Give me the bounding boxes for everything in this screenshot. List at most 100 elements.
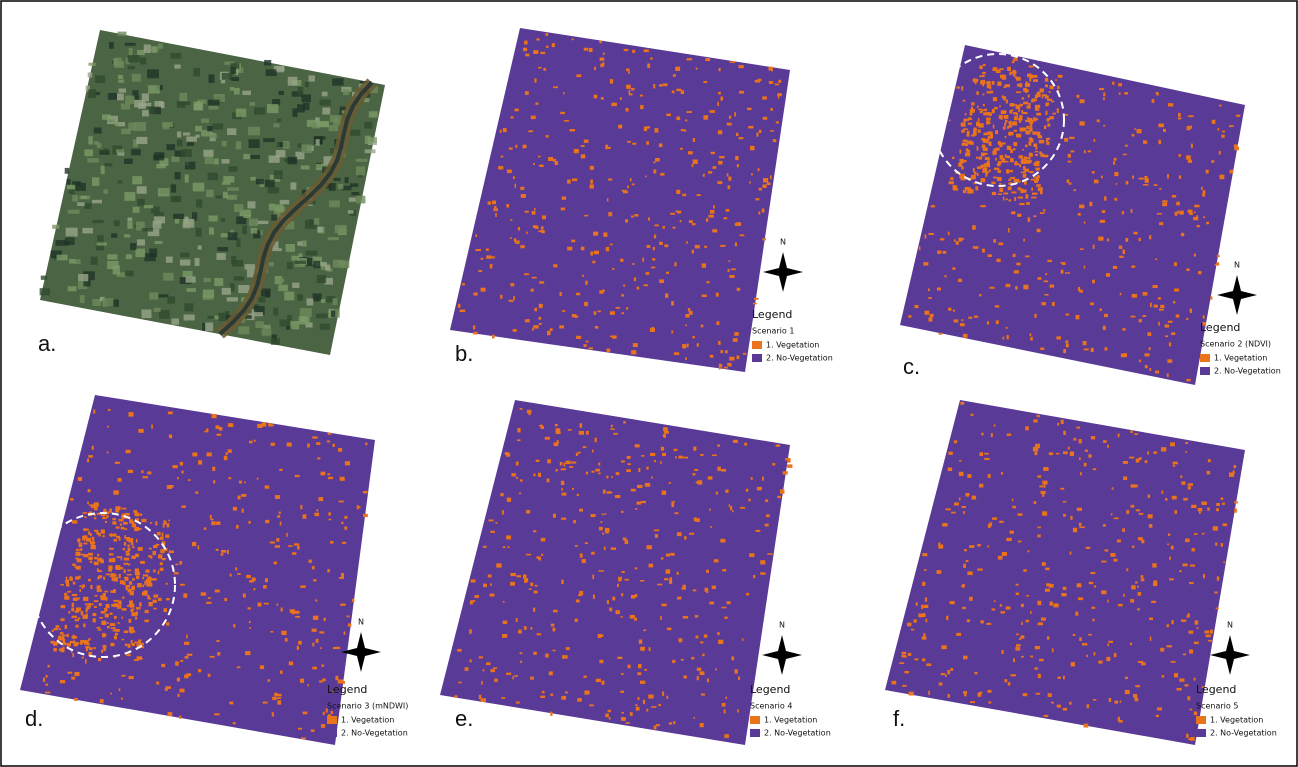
- vegetation-patch: [988, 137, 990, 141]
- vegetation-patch: [121, 508, 126, 510]
- vegetation-patch: [211, 521, 215, 525]
- vegetation-patch: [1010, 103, 1015, 106]
- vegetation-patch: [952, 267, 955, 270]
- vegetation-patch: [1194, 254, 1196, 257]
- vegetation-patch: [999, 183, 1001, 185]
- vegetation-patch: [1022, 97, 1025, 99]
- vegetation-patch: [591, 552, 595, 555]
- vegetation-patch: [763, 117, 768, 120]
- vegetation-patch: [1093, 245, 1095, 249]
- vegetation-patch: [913, 619, 916, 622]
- field-patch: [212, 123, 223, 129]
- field-patch: [365, 149, 376, 153]
- vegetation-patch: [1207, 507, 1209, 510]
- field-patch: [108, 93, 117, 100]
- vegetation-patch: [1060, 262, 1064, 264]
- field-patch: [207, 316, 213, 319]
- vegetation-patch: [1190, 309, 1192, 313]
- vegetation-patch: [1076, 95, 1079, 98]
- vegetation-patch: [520, 479, 523, 481]
- field-patch: [97, 143, 102, 148]
- vegetation-patch: [1123, 594, 1125, 597]
- vegetation-patch: [959, 472, 964, 476]
- vegetation-patch: [620, 259, 623, 262]
- vegetation-patch: [217, 652, 220, 655]
- vegetation-patch: [1045, 294, 1049, 296]
- vegetation-patch: [112, 518, 116, 520]
- vegetation-patch: [647, 245, 651, 248]
- north-label: N: [1234, 261, 1240, 270]
- field-patch: [142, 309, 152, 318]
- vegetation-patch: [1037, 475, 1041, 477]
- vegetation-patch: [1223, 523, 1227, 526]
- vegetation-patch: [541, 554, 543, 556]
- field-patch: [103, 189, 108, 193]
- vegetation-patch: [215, 590, 220, 593]
- vegetation-patch: [481, 681, 483, 685]
- vegetation-patch: [560, 292, 562, 296]
- vegetation-patch: [1118, 83, 1122, 86]
- vegetation-patch: [1068, 161, 1072, 163]
- vegetation-patch: [612, 268, 614, 270]
- vegetation-patch: [973, 132, 976, 135]
- vegetation-patch: [736, 133, 739, 136]
- vegetation-patch: [1043, 467, 1048, 471]
- vegetation-patch: [489, 594, 494, 597]
- vegetation-patch: [988, 112, 991, 116]
- vegetation-patch: [457, 649, 461, 652]
- vegetation-patch: [249, 441, 252, 444]
- vegetation-patch: [635, 567, 638, 569]
- vegetation-patch: [341, 573, 344, 577]
- vegetation-patch: [742, 638, 744, 640]
- vegetation-patch: [997, 82, 1001, 86]
- vegetation-patch: [1139, 238, 1141, 241]
- vegetation-patch: [911, 629, 915, 631]
- vegetation-patch: [1064, 138, 1068, 142]
- field-patch: [288, 157, 297, 165]
- vegetation-patch: [245, 651, 250, 655]
- vegetation-patch: [1178, 113, 1181, 117]
- field-patch: [117, 93, 124, 100]
- vegetation-patch: [760, 572, 765, 575]
- vegetation-patch: [248, 521, 250, 524]
- field-patch: [124, 234, 130, 237]
- vegetation-patch: [1019, 638, 1021, 640]
- vegetation-patch: [603, 232, 607, 236]
- vegetation-patch: [483, 669, 485, 671]
- vegetation-patch: [97, 577, 100, 580]
- vegetation-patch: [1119, 93, 1121, 95]
- vegetation-patch: [1083, 341, 1087, 345]
- vegetation-patch: [498, 166, 503, 169]
- vegetation-patch: [611, 425, 613, 428]
- vegetation-patch: [60, 618, 64, 621]
- vegetation-patch: [645, 126, 650, 128]
- vegetation-patch: [954, 502, 959, 505]
- vegetation-patch: [525, 91, 529, 95]
- field-patch: [84, 203, 91, 209]
- vegetation-patch: [1044, 715, 1049, 717]
- vegetation-patch: [627, 185, 629, 188]
- field-patch: [205, 157, 213, 165]
- vegetation-patch: [1025, 255, 1029, 257]
- vegetation-patch: [1123, 461, 1128, 464]
- vegetation-patch: [1014, 130, 1017, 132]
- vegetation-patch: [1065, 340, 1068, 343]
- vegetation-patch: [738, 676, 740, 679]
- vegetation-patch: [946, 616, 948, 620]
- vegetation-patch: [98, 533, 101, 536]
- vegetation-patch: [79, 576, 81, 579]
- vegetation-patch: [1090, 572, 1095, 574]
- vegetation-patch: [224, 598, 227, 601]
- vegetation-patch: [556, 431, 561, 434]
- vegetation-patch: [744, 443, 747, 446]
- vegetation-patch: [598, 472, 600, 474]
- vegetation-patch: [902, 652, 907, 654]
- field-patch: [80, 295, 85, 303]
- vegetation-patch: [1098, 661, 1102, 664]
- vegetation-patch: [186, 635, 188, 639]
- vegetation-patch: [677, 532, 682, 536]
- vegetation-patch: [286, 533, 288, 537]
- field-patch: [208, 173, 218, 180]
- vegetation-patch: [696, 635, 699, 638]
- vegetation-patch: [1063, 349, 1066, 353]
